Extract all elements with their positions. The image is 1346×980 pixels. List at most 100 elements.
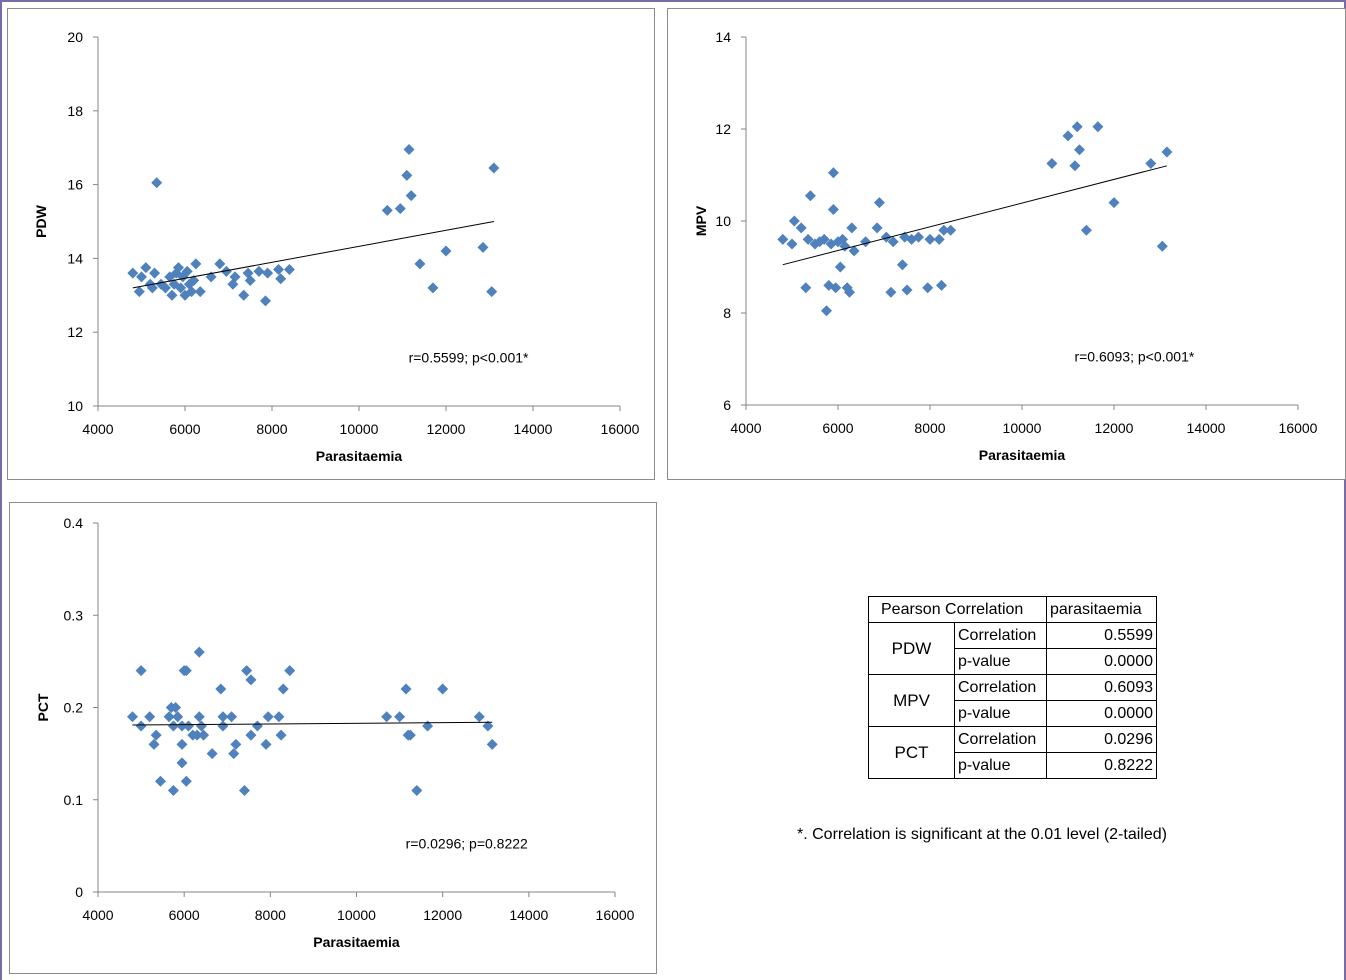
- correlation-annotation: r=0.0296; p=0.8222: [406, 835, 528, 851]
- data-point: [403, 144, 415, 156]
- stat-value: 0.0000: [1046, 648, 1157, 675]
- data-point: [195, 720, 207, 732]
- data-point: [422, 720, 434, 732]
- data-point: [167, 785, 179, 797]
- y-axis-title: PCT: [35, 693, 51, 721]
- data-point: [901, 284, 913, 296]
- data-point: [804, 190, 816, 202]
- data-point: [873, 197, 885, 209]
- data-point: [821, 305, 832, 317]
- x-tick-label: 14000: [509, 907, 548, 923]
- data-point: [427, 282, 439, 294]
- data-point: [126, 711, 138, 723]
- data-point: [1080, 224, 1092, 236]
- y-tick-label: 12: [67, 324, 83, 340]
- data-point: [1156, 240, 1168, 252]
- data-point: [182, 720, 194, 732]
- stat-value: 0.6093: [1046, 674, 1157, 701]
- data-point: [149, 267, 161, 279]
- stat-value: 0.8222: [1046, 752, 1157, 779]
- data-point: [244, 275, 256, 287]
- data-point: [1074, 144, 1085, 156]
- stat-value: 0.0000: [1046, 700, 1157, 727]
- correlation-annotation: r=0.6093; p<0.001*: [1074, 349, 1194, 365]
- data-point: [283, 263, 295, 275]
- y-tick-label: 18: [67, 103, 83, 119]
- data-point: [172, 262, 184, 274]
- data-point: [786, 238, 798, 250]
- table-header-column: parasitaemia: [1046, 596, 1157, 623]
- data-point: [1161, 146, 1173, 158]
- data-point: [275, 273, 287, 285]
- data-point: [238, 785, 250, 797]
- data-point: [217, 711, 229, 723]
- data-point: [437, 683, 449, 695]
- data-point: [414, 258, 426, 270]
- data-point: [253, 265, 265, 277]
- trend-line: [132, 221, 494, 289]
- data-point: [381, 711, 393, 723]
- x-tick-label: 16000: [1279, 420, 1318, 436]
- row-group-mpv: MPV: [868, 674, 955, 727]
- data-point: [777, 233, 789, 245]
- x-tick-label: 10000: [337, 907, 376, 923]
- data-point: [136, 271, 147, 283]
- pct-chart-panel: 4000 6000 8000 10000 12000 14000 16000 0 0.1 0.2 0…: [9, 502, 657, 974]
- data-point: [922, 282, 934, 294]
- y-tick-label: 0.4: [64, 515, 84, 531]
- data-point: [193, 711, 205, 723]
- data-point: [206, 748, 218, 760]
- data-point: [150, 729, 162, 741]
- x-tick-label: 16000: [601, 421, 640, 437]
- data-point: [198, 729, 210, 741]
- data-point: [400, 683, 412, 695]
- data-point: [887, 236, 899, 248]
- x-axis-title: Parasitaemia: [316, 448, 403, 464]
- correlation-annotation: r=0.5599; p<0.001*: [409, 349, 529, 365]
- data-point: [245, 729, 257, 741]
- data-point: [245, 674, 257, 686]
- x-tick-label: 8000: [914, 420, 945, 436]
- data-point: [477, 241, 489, 253]
- data-point: [229, 271, 241, 283]
- data-point: [913, 231, 924, 243]
- data-point: [800, 282, 812, 294]
- data-point: [802, 233, 814, 245]
- data-point: [1071, 121, 1083, 133]
- pdw-chart-panel: 4000 6000 8000 10000 12000 14000 16000 10 12 14 16…: [7, 8, 655, 480]
- data-point: [924, 233, 936, 245]
- data-point: [262, 267, 274, 279]
- data-point: [180, 775, 192, 787]
- data-point: [404, 729, 416, 741]
- trend-line: [782, 165, 1168, 266]
- data-point: [166, 289, 178, 301]
- data-point: [170, 702, 182, 713]
- data-point: [135, 665, 147, 677]
- data-point: [440, 245, 452, 257]
- x-tick-label: 10000: [340, 421, 379, 437]
- data-point: [186, 286, 198, 298]
- data-point: [473, 711, 485, 723]
- data-point: [259, 295, 271, 307]
- data-point: [846, 222, 858, 234]
- data-point: [191, 729, 203, 741]
- x-tick-label: 14000: [514, 421, 553, 437]
- x-tick-label: 4000: [82, 421, 113, 437]
- data-point: [262, 711, 274, 723]
- data-point: [176, 757, 188, 769]
- y-tick-label: 20: [67, 29, 83, 45]
- stat-label: Correlation: [954, 622, 1047, 649]
- y-tick-label: 0.2: [64, 700, 84, 716]
- table-row: MPV Correlation 0.6093: [868, 674, 1157, 727]
- data-point: [482, 720, 494, 732]
- data-point: [135, 720, 147, 732]
- y-tick-label: 6: [723, 397, 731, 413]
- x-axis-title: Parasitaemia: [979, 447, 1066, 463]
- data-point: [1145, 158, 1157, 169]
- x-tick-label: 8000: [255, 907, 286, 923]
- data-point: [896, 259, 908, 271]
- data-point: [190, 258, 202, 270]
- data-point: [1062, 130, 1074, 142]
- stat-label: Correlation: [954, 674, 1047, 701]
- data-point: [1069, 160, 1081, 172]
